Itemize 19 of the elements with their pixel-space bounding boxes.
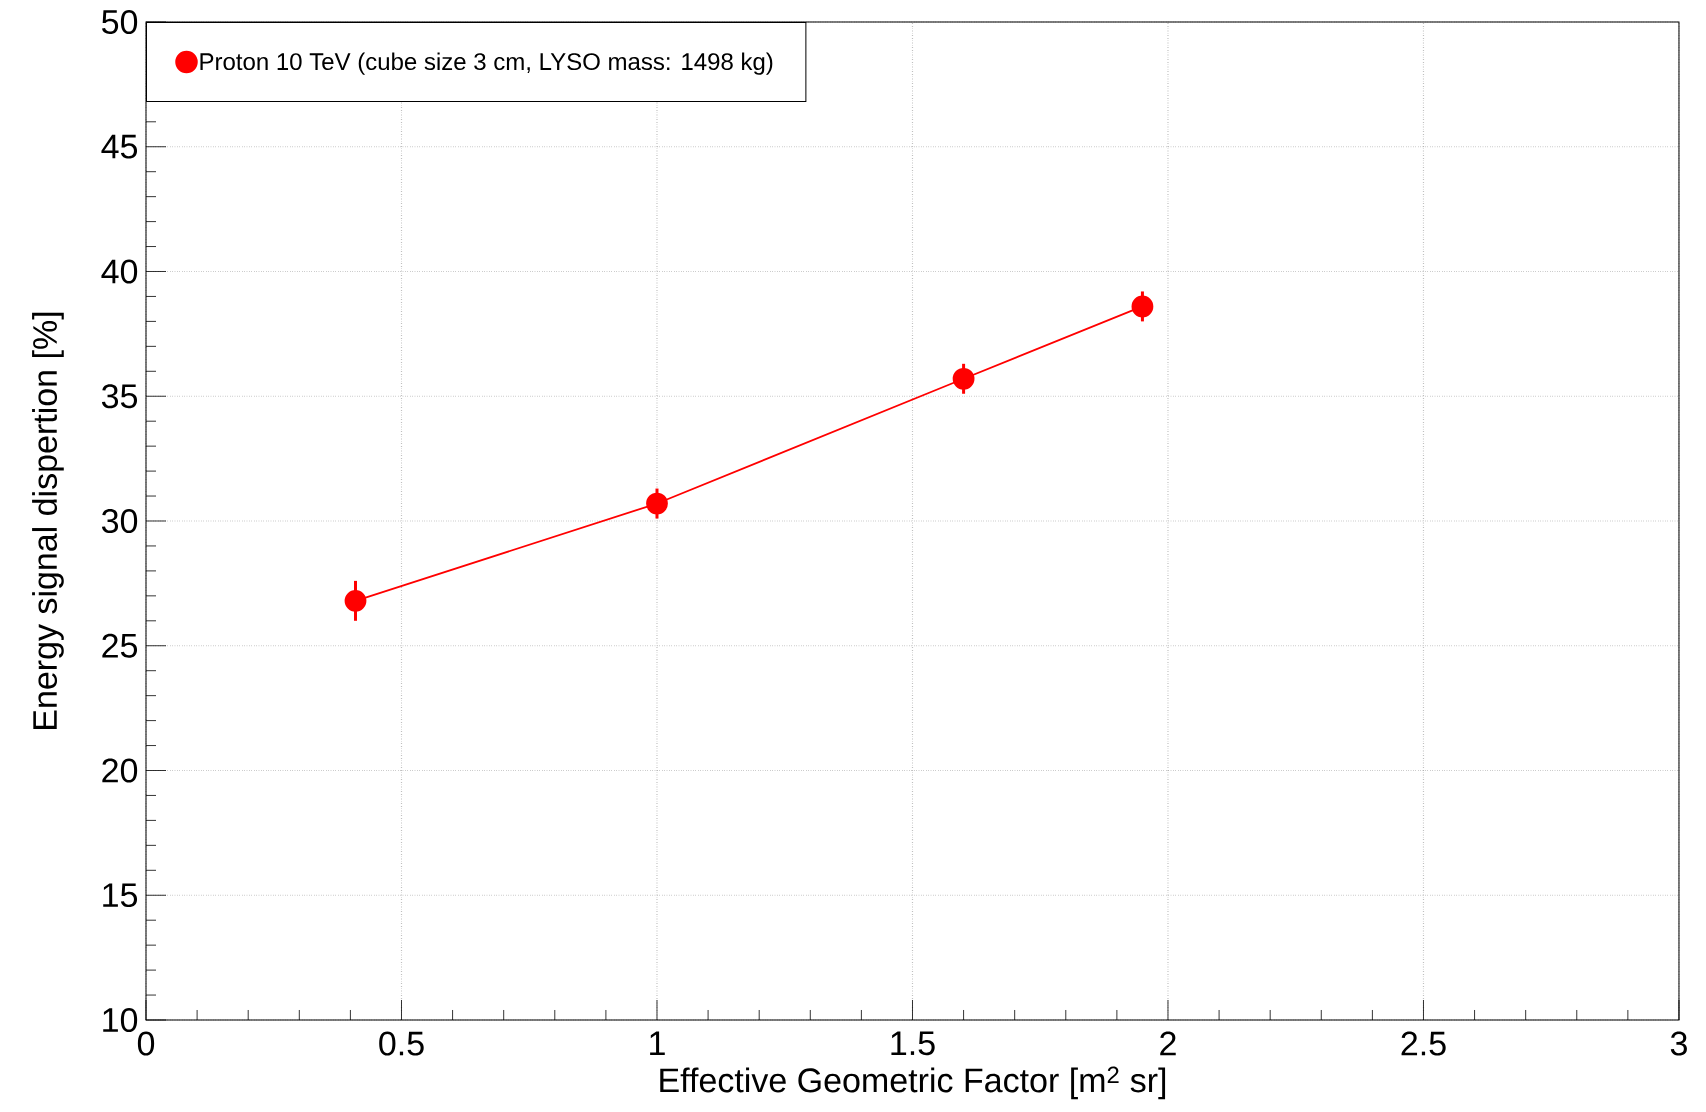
y-tick-label: 10: [103, 1007, 138, 1033]
y-axis-title: Energy signal dispertion [%]: [32, 312, 64, 729]
x-tick-label: 0: [137, 1031, 155, 1056]
x-tick-label: 1: [650, 1031, 665, 1055]
y-tick-label: 30: [101, 508, 138, 534]
y-tick-label: 15: [103, 883, 138, 908]
y-tick-label: 40: [101, 259, 138, 284]
x-tick-label: 2.5: [1401, 1031, 1446, 1056]
y-tick-label: 25: [102, 633, 138, 658]
x-axis-title: Effective Geometric Factor [m$^{2}$ sr]: [660, 1066, 1166, 1100]
legend-label: Proton 10 TeV (cube size 3 cm, LYSO mass: 1498 kg): [200, 52, 773, 75]
y-tick-label: 35: [101, 384, 138, 409]
x-tick-label: 0.5: [379, 1031, 424, 1056]
y-tick-label: 45: [101, 134, 138, 159]
x-tick-label: 3: [1670, 1031, 1687, 1056]
y-tick-label: 50: [102, 9, 138, 35]
x-tick-label: 2: [1160, 1031, 1176, 1056]
x-tick-label: 1.5: [891, 1031, 935, 1056]
y-tick-label: 20: [102, 758, 138, 783]
